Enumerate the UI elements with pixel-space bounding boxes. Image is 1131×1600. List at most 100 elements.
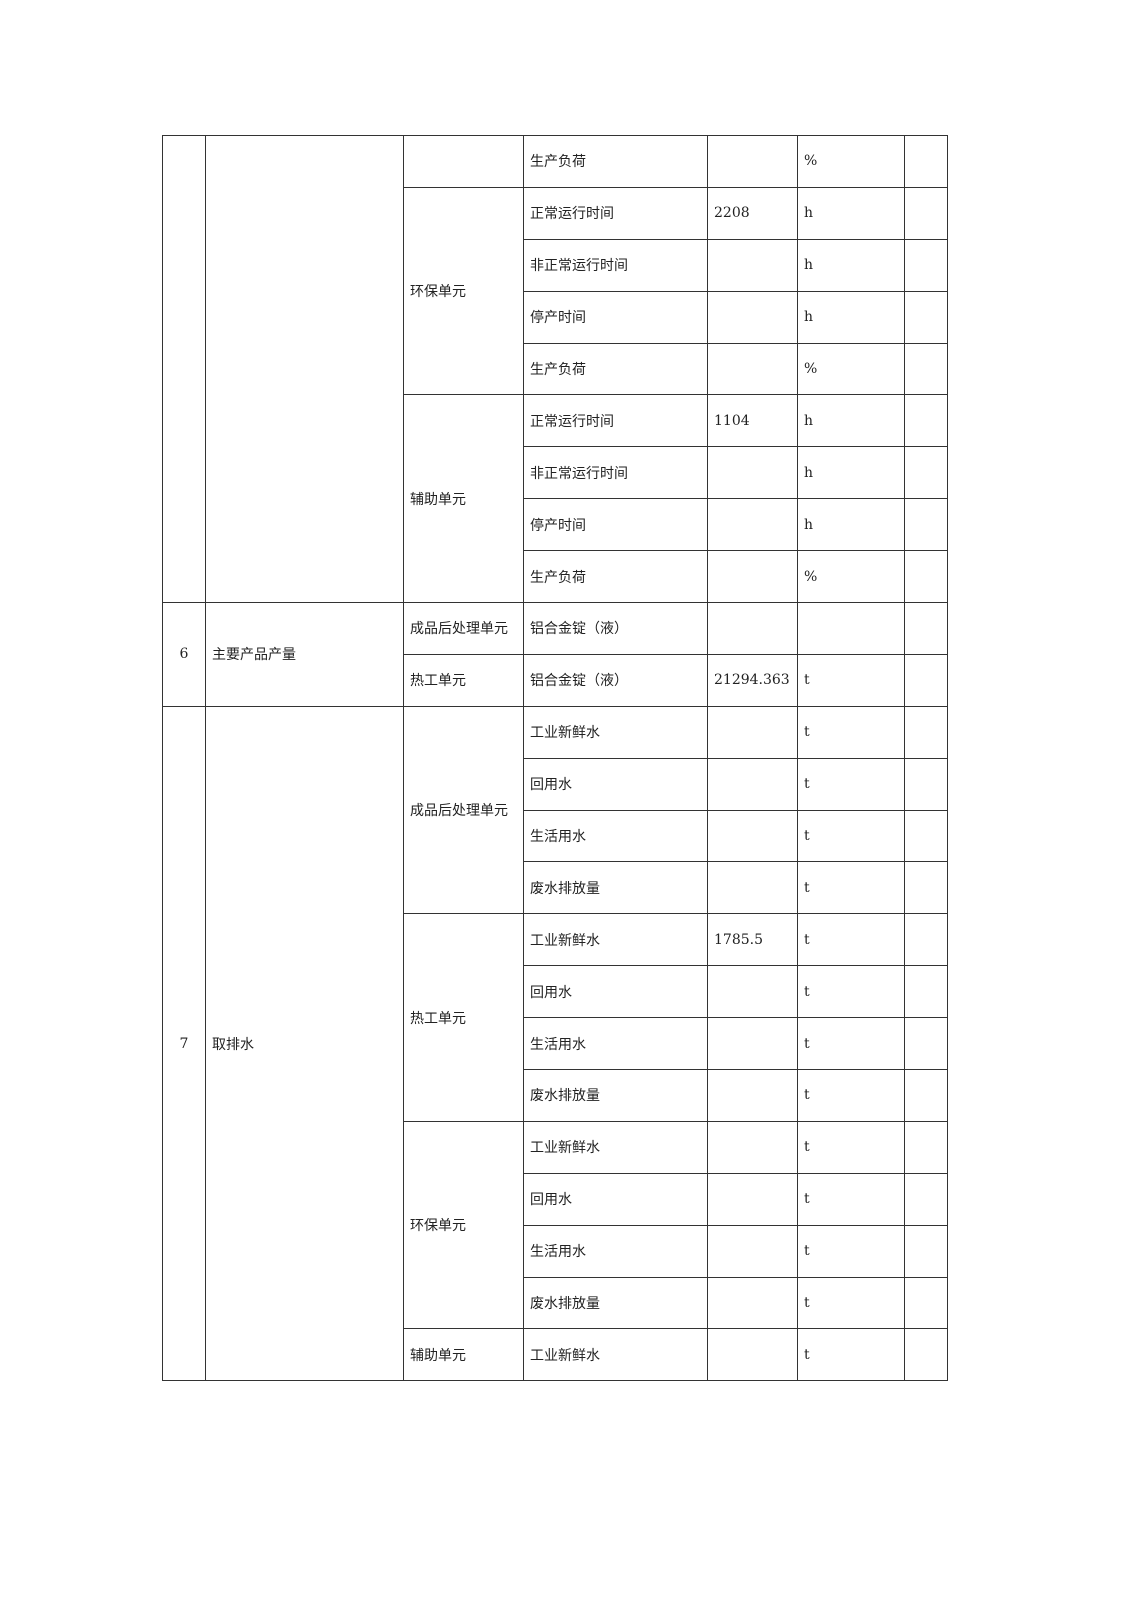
- item-value: [707, 1328, 798, 1382]
- item-unit: t: [797, 1172, 905, 1226]
- item-name: 正常运行时间: [523, 186, 708, 240]
- table-row: 回用水 t: [163, 1172, 948, 1226]
- item-value: [707, 446, 798, 500]
- item-name: 工业新鲜水: [523, 1328, 708, 1382]
- section-number: 7: [162, 705, 206, 1382]
- item-unit: t: [797, 809, 905, 863]
- item-unit: t: [797, 965, 905, 1019]
- unit-name: 热工单元: [403, 653, 524, 707]
- remark-cell: [904, 1069, 948, 1122]
- remark-cell: [904, 913, 948, 967]
- table-row: 辅助单元 工业新鲜水 t: [163, 1328, 948, 1382]
- table-row: 生活用水 t: [163, 809, 948, 863]
- table-row: 停产时间 h: [163, 290, 948, 344]
- item-value: [707, 1017, 798, 1071]
- item-value: [707, 705, 798, 759]
- item-name: 生产负荷: [523, 135, 708, 188]
- item-value: [707, 1224, 798, 1278]
- unit-name: [403, 135, 524, 188]
- item-value: [707, 550, 798, 604]
- remark-cell: [904, 1276, 948, 1330]
- section-number: [162, 134, 206, 604]
- item-unit: t: [797, 913, 905, 967]
- item-name: 生活用水: [523, 1224, 708, 1278]
- table-row: 非正常运行时间 h: [163, 238, 948, 292]
- item-value: 1785.5: [707, 913, 798, 967]
- item-unit: t: [797, 1328, 905, 1382]
- table-row: 回用水 t: [163, 965, 948, 1019]
- remark-cell: [904, 238, 948, 292]
- item-value: [707, 965, 798, 1019]
- item-value: [707, 342, 798, 396]
- item-name: 铝合金锭（液）: [523, 602, 708, 655]
- table-row: 非正常运行时间 h: [163, 446, 948, 500]
- table-row: 热工单元 工业新鲜水 1785.5 t: [163, 913, 948, 1122]
- item-name: 停产时间: [523, 498, 708, 552]
- item-value: 2208: [707, 186, 798, 240]
- item-name: 生活用水: [523, 1017, 708, 1071]
- table-row: 环保单元 工业新鲜水 t: [163, 1120, 948, 1330]
- item-unit: t: [797, 1017, 905, 1071]
- remark-cell: [904, 1120, 948, 1174]
- item-name: 废水排放量: [523, 1069, 708, 1122]
- table-row: 生产负荷%: [163, 550, 948, 604]
- item-value: 1104: [707, 394, 798, 448]
- item-unit: h: [797, 498, 905, 552]
- item-unit: t: [797, 1069, 905, 1122]
- table-row: 6 主要产品产量 成品后处理单元 铝合金锭（液）: [162, 602, 948, 707]
- table-row: 生活用水 t: [163, 1017, 948, 1071]
- remark-cell: [904, 1017, 948, 1071]
- item-value: [707, 1276, 798, 1330]
- item-name: 废水排放量: [523, 1276, 708, 1330]
- item-name: 废水排放量: [523, 861, 708, 915]
- remark-cell: [904, 809, 948, 863]
- table-row: 废水排放量 t: [163, 1069, 948, 1122]
- item-unit: t: [797, 1276, 905, 1330]
- item-value: [707, 1069, 798, 1122]
- item-value: [707, 498, 798, 552]
- remark-cell: [904, 342, 948, 396]
- table-row: 生活用水 t: [163, 1224, 948, 1278]
- table-row: 废水排放量 t: [163, 1276, 948, 1330]
- item-name: 停产时间: [523, 290, 708, 344]
- unit-name: 辅助单元: [403, 1328, 524, 1382]
- item-value: [707, 809, 798, 863]
- item-name: 工业新鲜水: [523, 705, 708, 759]
- item-value: [707, 757, 798, 811]
- item-name: 工业新鲜水: [523, 913, 708, 967]
- remark-cell: [904, 550, 948, 604]
- item-name: 回用水: [523, 1172, 708, 1226]
- item-unit: h: [797, 238, 905, 292]
- item-name: 回用水: [523, 757, 708, 811]
- item-unit: h: [797, 394, 905, 448]
- remark-cell: [904, 290, 948, 344]
- item-unit: t: [797, 861, 905, 915]
- section-name: 取排水: [205, 705, 404, 1382]
- remark-cell: [904, 394, 948, 448]
- item-name: 正常运行时间: [523, 394, 708, 448]
- remark-cell: [904, 861, 948, 915]
- unit-name: 成品后处理单元: [403, 602, 524, 655]
- remark-cell: [904, 446, 948, 500]
- table-row: 废水排放量 t: [163, 861, 948, 915]
- item-name: 回用水: [523, 965, 708, 1019]
- item-name: 非正常运行时间: [523, 238, 708, 292]
- remark-cell: [904, 653, 948, 707]
- unit-name: 环保单元: [403, 186, 524, 396]
- item-value: [707, 1172, 798, 1226]
- table-row: 热工单元 铝合金锭（液） 21294.363 t: [163, 653, 948, 707]
- item-unit: %: [797, 135, 905, 188]
- unit-name: 热工单元: [403, 913, 524, 1122]
- remark-cell: [904, 965, 948, 1019]
- item-unit: t: [797, 1120, 905, 1174]
- remark-cell: [904, 498, 948, 552]
- item-unit: h: [797, 290, 905, 344]
- table-row: 回用水 t: [163, 757, 948, 811]
- item-unit: h: [797, 446, 905, 500]
- item-value: [707, 1120, 798, 1174]
- section-number: 6: [162, 602, 206, 707]
- item-unit: [797, 602, 905, 655]
- item-value: [707, 861, 798, 915]
- table-row: 辅助单元 正常运行时间 1104 h: [163, 394, 948, 604]
- unit-name: 成品后处理单元: [403, 705, 524, 915]
